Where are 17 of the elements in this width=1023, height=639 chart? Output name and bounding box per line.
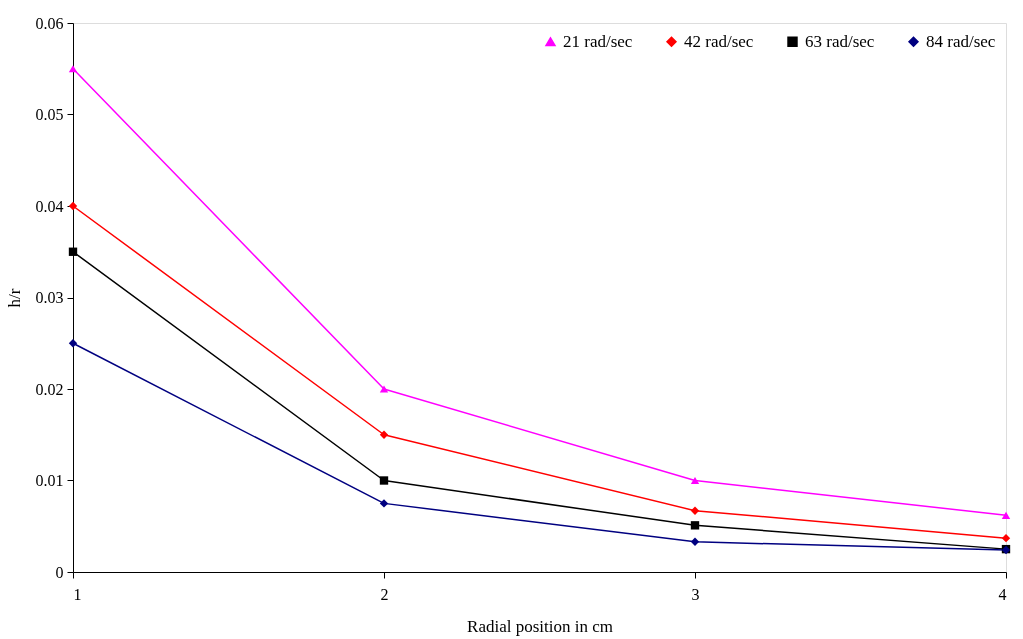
- legend-label: 84 rad/sec: [926, 31, 996, 51]
- x-axis-title: Radial position in cm: [467, 616, 613, 636]
- y-tick-label: 0.06: [35, 14, 64, 32]
- y-tick-label: 0.03: [35, 289, 64, 306]
- legend-label: 63 rad/sec: [805, 31, 875, 51]
- x-tick-label: 2: [380, 585, 389, 603]
- y-axis-title: h/r: [4, 288, 24, 308]
- legend-label: 21 rad/sec: [563, 31, 633, 51]
- legend-label: 42 rad/sec: [684, 31, 754, 51]
- x-tick-label: 4: [998, 585, 1007, 603]
- x-tick-label: 1: [73, 585, 82, 603]
- y-tick-label: 0.05: [35, 106, 64, 123]
- x-tick-label: 3: [691, 585, 700, 603]
- y-tick-label: 0.02: [35, 380, 64, 398]
- y-tick-label: 0: [55, 563, 64, 581]
- y-tick-label: 0.01: [35, 472, 64, 489]
- y-tick-label: 0.04: [35, 197, 64, 215]
